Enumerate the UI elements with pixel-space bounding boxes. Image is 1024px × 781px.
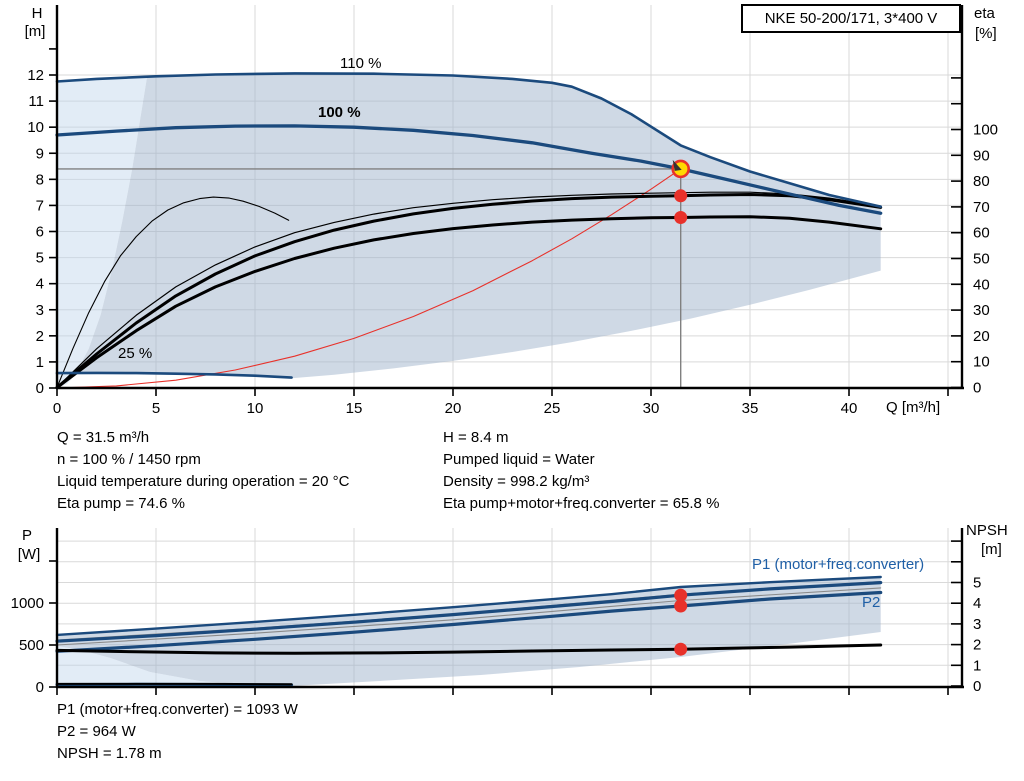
power-npsh-chart-axes: 0 500 1000 0 1 2 3 4 5 <box>11 528 981 696</box>
h-axis-title: H <box>31 5 43 22</box>
hq-eta-chart-right-tick: 30 <box>973 302 990 319</box>
info-n: n = 100 % / 1450 rpm <box>57 451 201 468</box>
hq-eta-chart-x-tick: 0 <box>53 400 61 417</box>
power-npsh-chart-left-tick: 500 <box>19 637 44 654</box>
pump-curve-25pct <box>55 371 293 379</box>
npsh-axis-title: NPSH <box>966 522 1008 539</box>
power-envelope <box>57 577 881 686</box>
info-q: Q = 31.5 m³/h <box>57 429 150 446</box>
npsh-point <box>674 642 688 656</box>
hq-eta-chart-right-tick: 100 <box>973 122 998 139</box>
hq-eta-chart-right-tick: 50 <box>973 251 990 268</box>
info-eta-total: Eta pump+motor+freq.converter = 65.8 % <box>443 495 720 512</box>
power-npsh-chart-left-tick: 1000 <box>11 595 44 612</box>
power-npsh-chart-right-tick: 3 <box>973 616 981 633</box>
q-axis-label: Q [m³/h] <box>886 399 941 416</box>
hq-eta-chart-left-tick: 8 <box>36 171 44 188</box>
power-npsh-chart-right-tick: 2 <box>973 637 981 654</box>
low-flow-region <box>57 76 148 389</box>
npsh-axis-unit: [m] <box>981 541 1002 558</box>
npsh-curve <box>55 643 883 655</box>
power-npsh-chart-right-tick: 5 <box>973 575 981 592</box>
hq-eta-chart-right-tick: 80 <box>973 173 990 190</box>
hq-eta-chart-x-tick: 40 <box>841 400 858 417</box>
eta-total-curve <box>55 215 883 389</box>
eta-pump-curve <box>55 193 883 389</box>
system-curve <box>56 168 682 389</box>
power-npsh-chart-right-tick: 0 <box>973 678 981 695</box>
hq-eta-chart-x-tick: 25 <box>544 400 561 417</box>
p1-100pct-curve <box>55 581 883 643</box>
eta-axis-title: eta <box>974 5 995 22</box>
p1-point <box>674 588 688 602</box>
speed-label-25: 25 % <box>118 345 153 362</box>
hq-eta-chart-left-tick: 2 <box>36 328 44 345</box>
hq-eta-chart-left-tick: 12 <box>27 67 44 84</box>
hq-eta-chart-left-tick: 7 <box>36 197 44 214</box>
hq-eta-chart-left-tick: 4 <box>36 276 44 293</box>
info-density: Density = 998.2 kg/m³ <box>443 473 590 490</box>
hq-eta-chart-x-tick: 20 <box>445 400 462 417</box>
hq-eta-chart-left-tick: 11 <box>28 93 44 110</box>
hq-eta-chart-right-tick: 70 <box>973 199 990 216</box>
eta-arc-25pct <box>56 196 290 389</box>
hq-eta-chart-x-tick: 15 <box>346 400 363 417</box>
eta-pump-point <box>674 189 688 203</box>
p1-curve-label: P1 (motor+freq.converter) <box>752 556 925 573</box>
p2-point <box>674 599 688 613</box>
power-npsh-chart-right-tick: 4 <box>973 595 981 612</box>
pump-title-box: NKE 50-200/171, 3*400 V <box>741 4 961 33</box>
info-pumped-liquid: Pumped liquid = Water <box>443 451 595 468</box>
p2-curve-label: P2 <box>862 594 881 611</box>
hq-eta-chart-right-tick: 20 <box>973 328 990 345</box>
eta-axis-unit: [%] <box>975 25 997 42</box>
info-p2: P2 = 964 W <box>57 723 136 740</box>
info-h: H = 8.4 m <box>443 429 509 446</box>
hq-eta-chart-right-tick: 60 <box>973 225 990 242</box>
info-liquid-temp: Liquid temperature during operation = 20… <box>57 473 350 490</box>
hq-eta-chart-right-tick: 90 <box>973 147 990 164</box>
info-p1: P1 (motor+freq.converter) = 1093 W <box>57 701 298 718</box>
hq-eta-chart-x-tick: 30 <box>643 400 660 417</box>
eta-total-point <box>674 211 688 224</box>
hq-eta-chart-left-tick: 1 <box>36 354 44 371</box>
speed-label-100: 100 % <box>318 104 361 121</box>
power-npsh-chart: 0 500 1000 0 1 2 3 4 5 <box>11 528 981 696</box>
p-thin-mid <box>56 587 882 646</box>
hq-eta-chart-right-tick: 40 <box>973 276 990 293</box>
info-npsh: NPSH = 1.78 m <box>57 745 162 762</box>
hq-eta-chart-left-tick: 0 <box>36 380 44 397</box>
info-eta-pump: Eta pump = 74.6 % <box>57 495 185 512</box>
hq-eta-chart-x-tick: 5 <box>152 400 160 417</box>
power-npsh-chart-right-tick: 1 <box>973 657 981 674</box>
hq-eta-chart-left-tick: 9 <box>36 145 44 162</box>
hq-eta-chart-right-tick: 0 <box>973 380 981 397</box>
power-npsh-chart-left-tick: 0 <box>36 679 44 696</box>
p-axis-title: P <box>21 527 32 544</box>
power-low-flow-region <box>57 646 291 687</box>
hq-eta-chart-left-tick: 6 <box>36 224 44 241</box>
hq-eta-chart-left-tick: 10 <box>27 119 44 136</box>
pump-curve-110pct <box>55 72 882 208</box>
hq-eta-chart-left-tick: 5 <box>36 250 44 267</box>
p1-110pct-curve <box>55 575 882 637</box>
hq-eta-chart-right-tick: 10 <box>973 354 990 371</box>
p-axis-unit: [W] <box>17 546 41 563</box>
mouse-cursor-icon <box>672 159 682 171</box>
hq-eta-chart-x-tick: 10 <box>247 400 264 417</box>
h-axis-unit: [m] <box>24 23 46 40</box>
pump-curve-100pct <box>55 124 883 215</box>
hq-eta-chart-x-tick: 35 <box>742 400 759 417</box>
p2-100pct-curve <box>55 590 883 653</box>
eta-thin-curve <box>56 191 882 389</box>
speed-label-110: 110 % <box>340 55 382 72</box>
hq-eta-chart-left-tick: 3 <box>36 302 44 319</box>
